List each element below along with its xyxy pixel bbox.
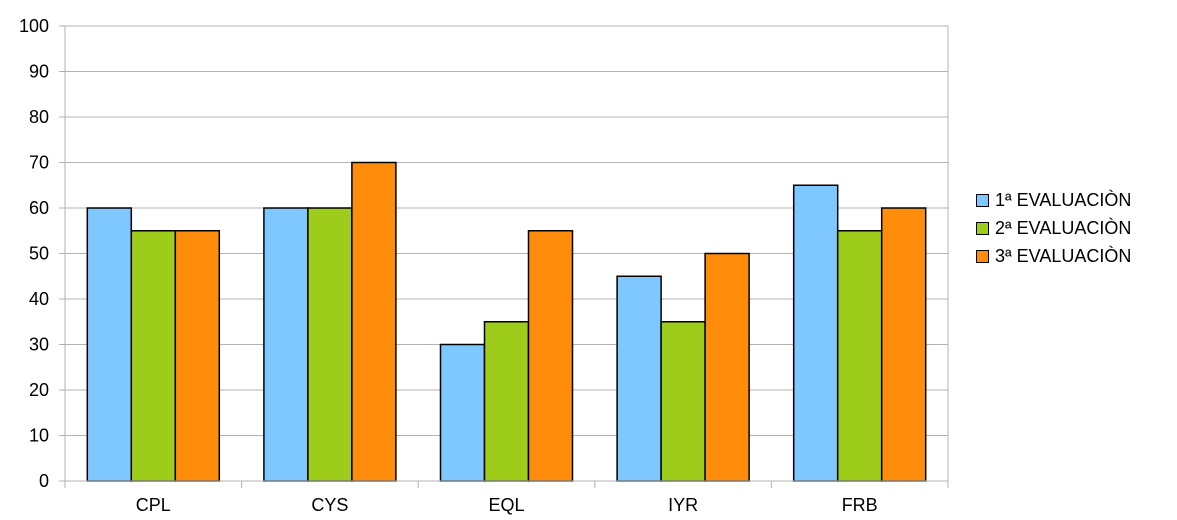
legend-label: 1ª EVALUACIÒN <box>995 189 1132 210</box>
bar-eql-series-3 <box>527 230 574 482</box>
bar-cys-series-1 <box>263 207 309 482</box>
bar-cpl-series-3 <box>174 230 221 482</box>
bar-cys-series-2 <box>307 207 353 482</box>
bar-cys-series-3 <box>351 161 397 482</box>
x-tick-label: IYR <box>668 495 698 515</box>
y-tick-label: 50 <box>29 244 49 264</box>
x-tick-label: FRB <box>842 495 878 515</box>
y-tick-label: 80 <box>29 107 49 127</box>
y-tick-label: 60 <box>29 198 49 218</box>
bar-eql-series-1 <box>439 343 486 482</box>
bars <box>86 161 927 482</box>
legend-swatch <box>976 249 989 263</box>
legend: 1ª EVALUACIÒN 2ª EVALUACIÒN 3ª EVALUACIÒN <box>976 186 1131 270</box>
bar-iyr-series-1 <box>616 275 662 482</box>
y-tick-label: 90 <box>29 62 49 82</box>
bar-eql-series-2 <box>483 321 530 482</box>
y-tick-label: 30 <box>29 335 49 355</box>
legend-item: 1ª EVALUACIÒN <box>976 186 1131 214</box>
legend-swatch <box>976 221 989 235</box>
bar-frb-series-1 <box>792 184 839 482</box>
y-tick-labels: 0 10 20 30 40 50 60 70 80 90 100 <box>19 16 49 491</box>
y-tick-label: 10 <box>29 426 49 446</box>
bar-iyr-series-2 <box>660 321 706 482</box>
legend-label: 2ª EVALUACIÒN <box>995 217 1132 238</box>
x-tick-label: CYS <box>311 495 348 515</box>
bar-cpl-series-1 <box>86 207 133 482</box>
y-tick-label: 100 <box>19 16 49 36</box>
legend-item: 3ª EVALUACIÒN <box>976 242 1131 270</box>
axes <box>59 25 949 488</box>
bar-frb-series-3 <box>880 207 927 482</box>
legend-label: 3ª EVALUACIÒN <box>995 245 1132 266</box>
x-tick-labels: CPL CYS EQL IYR FRB <box>136 495 878 515</box>
y-tick-label: 20 <box>29 380 49 400</box>
x-tick-label: EQL <box>488 495 524 515</box>
bar-cpl-series-2 <box>130 230 177 482</box>
x-tick-label: CPL <box>136 495 171 515</box>
legend-swatch <box>976 193 989 207</box>
bar-frb-series-2 <box>836 230 883 482</box>
y-tick-label: 70 <box>29 153 49 173</box>
bar-iyr-series-3 <box>704 252 750 482</box>
y-tick-label: 40 <box>29 289 49 309</box>
y-tick-label: 0 <box>39 471 49 491</box>
legend-item: 2ª EVALUACIÒN <box>976 214 1131 242</box>
